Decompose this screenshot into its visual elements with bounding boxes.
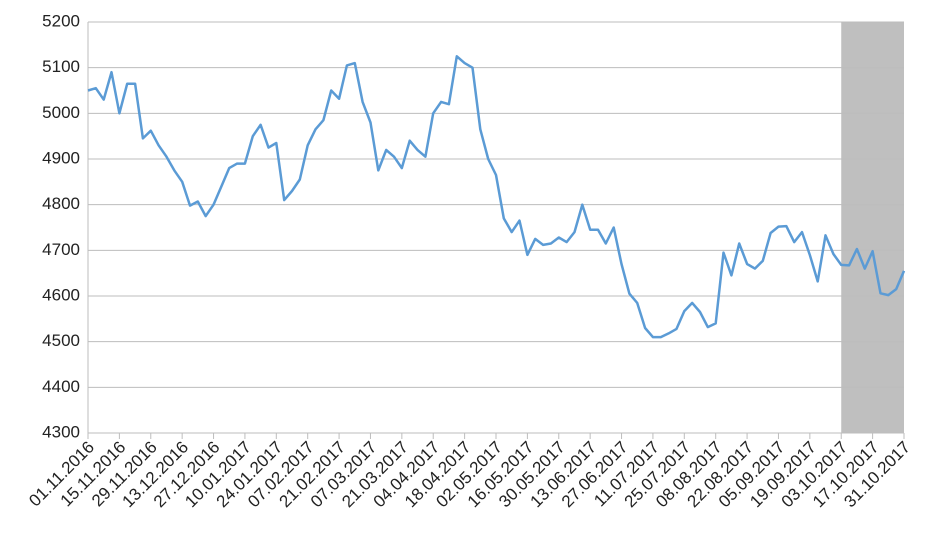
y-tick-label: 4700 <box>42 240 80 259</box>
y-tick-label: 4800 <box>42 194 80 213</box>
y-tick-label: 4900 <box>42 148 80 167</box>
y-tick-label: 5000 <box>42 103 80 122</box>
line-series <box>87 55 906 339</box>
y-tick-label: 5100 <box>42 57 80 76</box>
y-tick-label: 5200 <box>42 11 80 30</box>
y-tick-label: 4500 <box>42 331 80 350</box>
y-tick-label: 4400 <box>42 377 80 396</box>
y-tick-label: 4300 <box>42 422 80 441</box>
y-tick-label: 4600 <box>42 285 80 304</box>
shaded-region <box>841 22 904 433</box>
